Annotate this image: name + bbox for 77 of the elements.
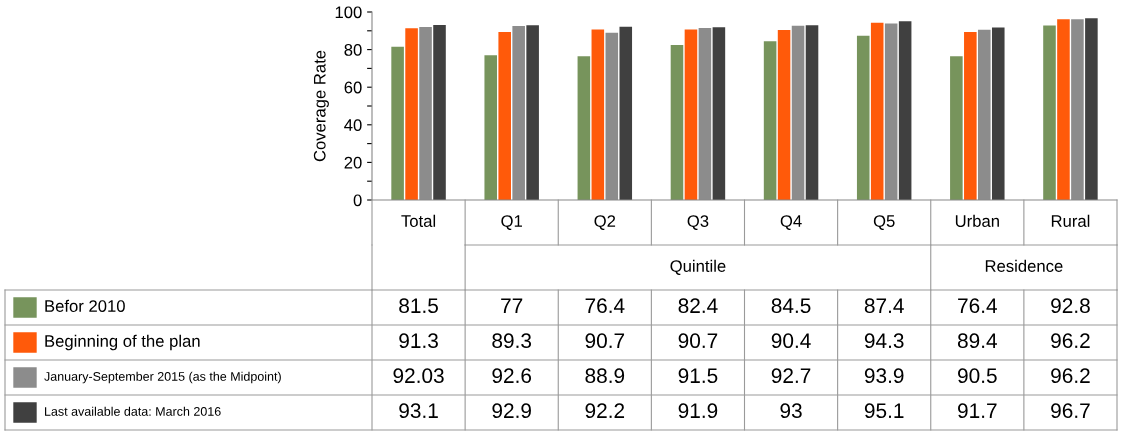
data-label: 94.3 bbox=[864, 333, 904, 349]
data-label: 92.6 bbox=[492, 368, 532, 384]
text: Quintile bbox=[670, 259, 726, 275]
data-label: 84.5 bbox=[771, 298, 811, 314]
data-label: 81.5 bbox=[399, 298, 438, 314]
bar bbox=[619, 26, 633, 200]
bar bbox=[670, 45, 684, 200]
y-tick-label: 60 bbox=[344, 81, 362, 94]
legend-label: Befor 2010 bbox=[45, 299, 125, 312]
data-label: 92.03 bbox=[393, 368, 444, 384]
bar bbox=[1043, 25, 1056, 200]
bar bbox=[577, 56, 591, 200]
data-label: 76.4 bbox=[585, 298, 625, 314]
data-label: 90.7 bbox=[678, 333, 718, 349]
legend-label: January-September 2015 (as the Midpoint) bbox=[44, 371, 281, 384]
data-label: 91.5 bbox=[678, 368, 718, 384]
data-label: 96.2 bbox=[1051, 333, 1090, 349]
data-label: 91.9 bbox=[678, 403, 718, 419]
bar bbox=[805, 25, 819, 200]
data-label: 95.1 bbox=[864, 403, 904, 419]
bar bbox=[391, 46, 404, 200]
bar bbox=[498, 32, 511, 200]
data-label: 96.7 bbox=[1051, 403, 1090, 419]
data-label: 93.9 bbox=[864, 368, 904, 384]
text: Residence bbox=[985, 259, 1063, 272]
y-tick-label: 100 bbox=[335, 6, 362, 19]
x-tick-label: Q3 bbox=[687, 215, 709, 230]
data-label: 88.9 bbox=[585, 368, 625, 384]
data-label: 82.4 bbox=[678, 298, 718, 314]
bar bbox=[898, 21, 912, 200]
data-label: 89.3 bbox=[492, 333, 532, 349]
data-label: 87.4 bbox=[864, 298, 904, 314]
bar bbox=[684, 29, 698, 200]
y-tick-label: 40 bbox=[344, 119, 362, 131]
data-label: 77 bbox=[501, 298, 523, 313]
x-tick-label: Total bbox=[401, 214, 436, 227]
bar bbox=[870, 22, 884, 200]
data-label: 90.4 bbox=[771, 333, 811, 349]
bar bbox=[712, 27, 726, 200]
y-tick-label: 0 bbox=[353, 194, 362, 207]
data-label: 96.2 bbox=[1051, 368, 1090, 384]
bar bbox=[591, 29, 605, 200]
data-label: 93 bbox=[780, 403, 802, 419]
x-tick-label: Q1 bbox=[501, 215, 522, 230]
data-label: 93.1 bbox=[399, 403, 438, 419]
data-label: 90.5 bbox=[958, 368, 997, 384]
data-label: 76.4 bbox=[958, 298, 997, 314]
x-tick-label: Rural bbox=[1051, 214, 1090, 227]
y-tick-label: 20 bbox=[344, 156, 362, 169]
bar bbox=[856, 35, 870, 200]
x-tick-label: Q2 bbox=[594, 215, 616, 230]
legend-label: Last available data: March 2016 bbox=[45, 406, 221, 416]
data-label: 91.7 bbox=[958, 403, 997, 419]
bar bbox=[405, 28, 418, 200]
y-tick-label: 80 bbox=[344, 44, 362, 56]
bar bbox=[1085, 18, 1098, 200]
bar bbox=[991, 27, 1005, 200]
bar bbox=[526, 25, 539, 200]
x-tick-label: Q4 bbox=[780, 215, 802, 230]
bar bbox=[1057, 19, 1070, 200]
bar bbox=[777, 30, 791, 200]
bar bbox=[763, 41, 777, 200]
data-label: 92.2 bbox=[585, 403, 625, 419]
data-label: 91.3 bbox=[399, 333, 438, 349]
bar bbox=[433, 24, 446, 200]
bar bbox=[484, 55, 498, 200]
x-tick-label: Q5 bbox=[873, 215, 895, 230]
data-label: 89.4 bbox=[957, 333, 997, 349]
data-label: 92.8 bbox=[1051, 298, 1090, 314]
data-label: 90.7 bbox=[585, 333, 625, 349]
data-label: 92.9 bbox=[492, 403, 531, 419]
bar bbox=[964, 31, 977, 200]
x-tick-label: Urban bbox=[955, 214, 999, 227]
legend-label: Beginning of the plan bbox=[45, 334, 200, 351]
data-label: 92.7 bbox=[771, 368, 811, 384]
y-axis-title: Coverage Rate bbox=[313, 50, 329, 162]
bar bbox=[950, 56, 963, 200]
